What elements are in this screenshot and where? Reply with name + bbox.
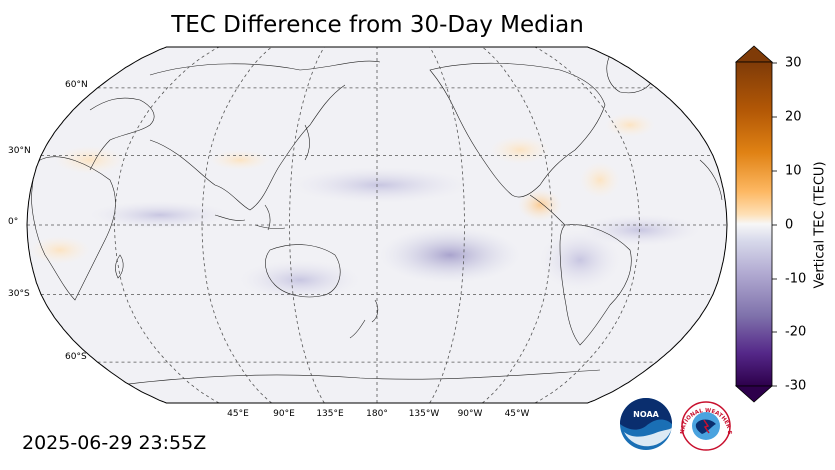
noaa-logo: NOAA xyxy=(620,398,672,450)
lon-label-135e: 135°E xyxy=(316,409,344,419)
anomaly-positive-blob xyxy=(490,136,550,164)
lon-label-45w: 45°W xyxy=(504,409,530,419)
anomaly-negative-blob xyxy=(290,167,470,203)
graticule xyxy=(27,47,727,403)
colorbar-tick-label: -10 xyxy=(785,271,807,287)
svg-text:NOAA: NOAA xyxy=(633,410,659,419)
graticule-meridian xyxy=(114,47,220,403)
colorbar-tick-label: 20 xyxy=(785,109,802,125)
graticule-meridian xyxy=(289,47,325,403)
anomaly-negative-blob xyxy=(380,227,520,283)
anomaly-positive-blob xyxy=(580,162,620,198)
lon-label-45e: 45°E xyxy=(227,409,249,419)
colorbar-tick-label: 30 xyxy=(785,55,802,71)
anomaly-negative-blob xyxy=(240,260,360,300)
anomaly-negative-blob xyxy=(90,201,230,229)
colorbar-tick-label: -20 xyxy=(785,324,807,340)
graticule-meridian xyxy=(534,47,640,403)
colorbar-label: Vertical TEC (TECU) xyxy=(812,161,828,289)
lat-label-60s: 60°S xyxy=(65,352,87,362)
graticule-meridian xyxy=(429,47,465,403)
timestamp: 2025-06-29 23:55Z xyxy=(22,432,207,454)
lat-label-30s: 30°S xyxy=(8,289,30,299)
colorbar-tick-label: 10 xyxy=(785,163,802,179)
colorbar-top-extend xyxy=(734,45,774,63)
anomaly-positive-blob xyxy=(605,113,655,137)
anomaly-positive-blob xyxy=(30,236,90,264)
lat-label-30n: 30°N xyxy=(8,146,31,156)
agency-logos: NOAA NATIONAL WEATHER SERVICE xyxy=(618,396,732,451)
colorbar-tick-label: 0 xyxy=(785,217,794,233)
anomaly-positive-blob xyxy=(210,150,270,170)
graticule-meridian xyxy=(201,47,272,403)
lat-label-equator: 0° xyxy=(8,217,19,227)
map-boundary xyxy=(26,46,728,404)
colorbar-tick-label: -30 xyxy=(785,378,807,394)
graticule-meridian xyxy=(482,47,553,403)
lat-label-60n: 60°N xyxy=(65,80,88,90)
lon-label-90e: 90°E xyxy=(273,409,295,419)
map-title: TEC Difference from 30-Day Median xyxy=(171,12,584,38)
lon-label-135w: 135°W xyxy=(408,409,440,419)
lon-label-180: 180° xyxy=(366,409,388,419)
colorbar-gradient xyxy=(735,61,773,387)
colorbar-tick-marks xyxy=(772,62,777,387)
colorbar-bottom-extend xyxy=(734,385,774,403)
lon-label-90w: 90°W xyxy=(457,409,483,419)
anomaly-positive-blob xyxy=(55,146,125,174)
anomaly-positive-blob xyxy=(518,189,562,221)
anomaly-negative-blob xyxy=(580,214,700,246)
